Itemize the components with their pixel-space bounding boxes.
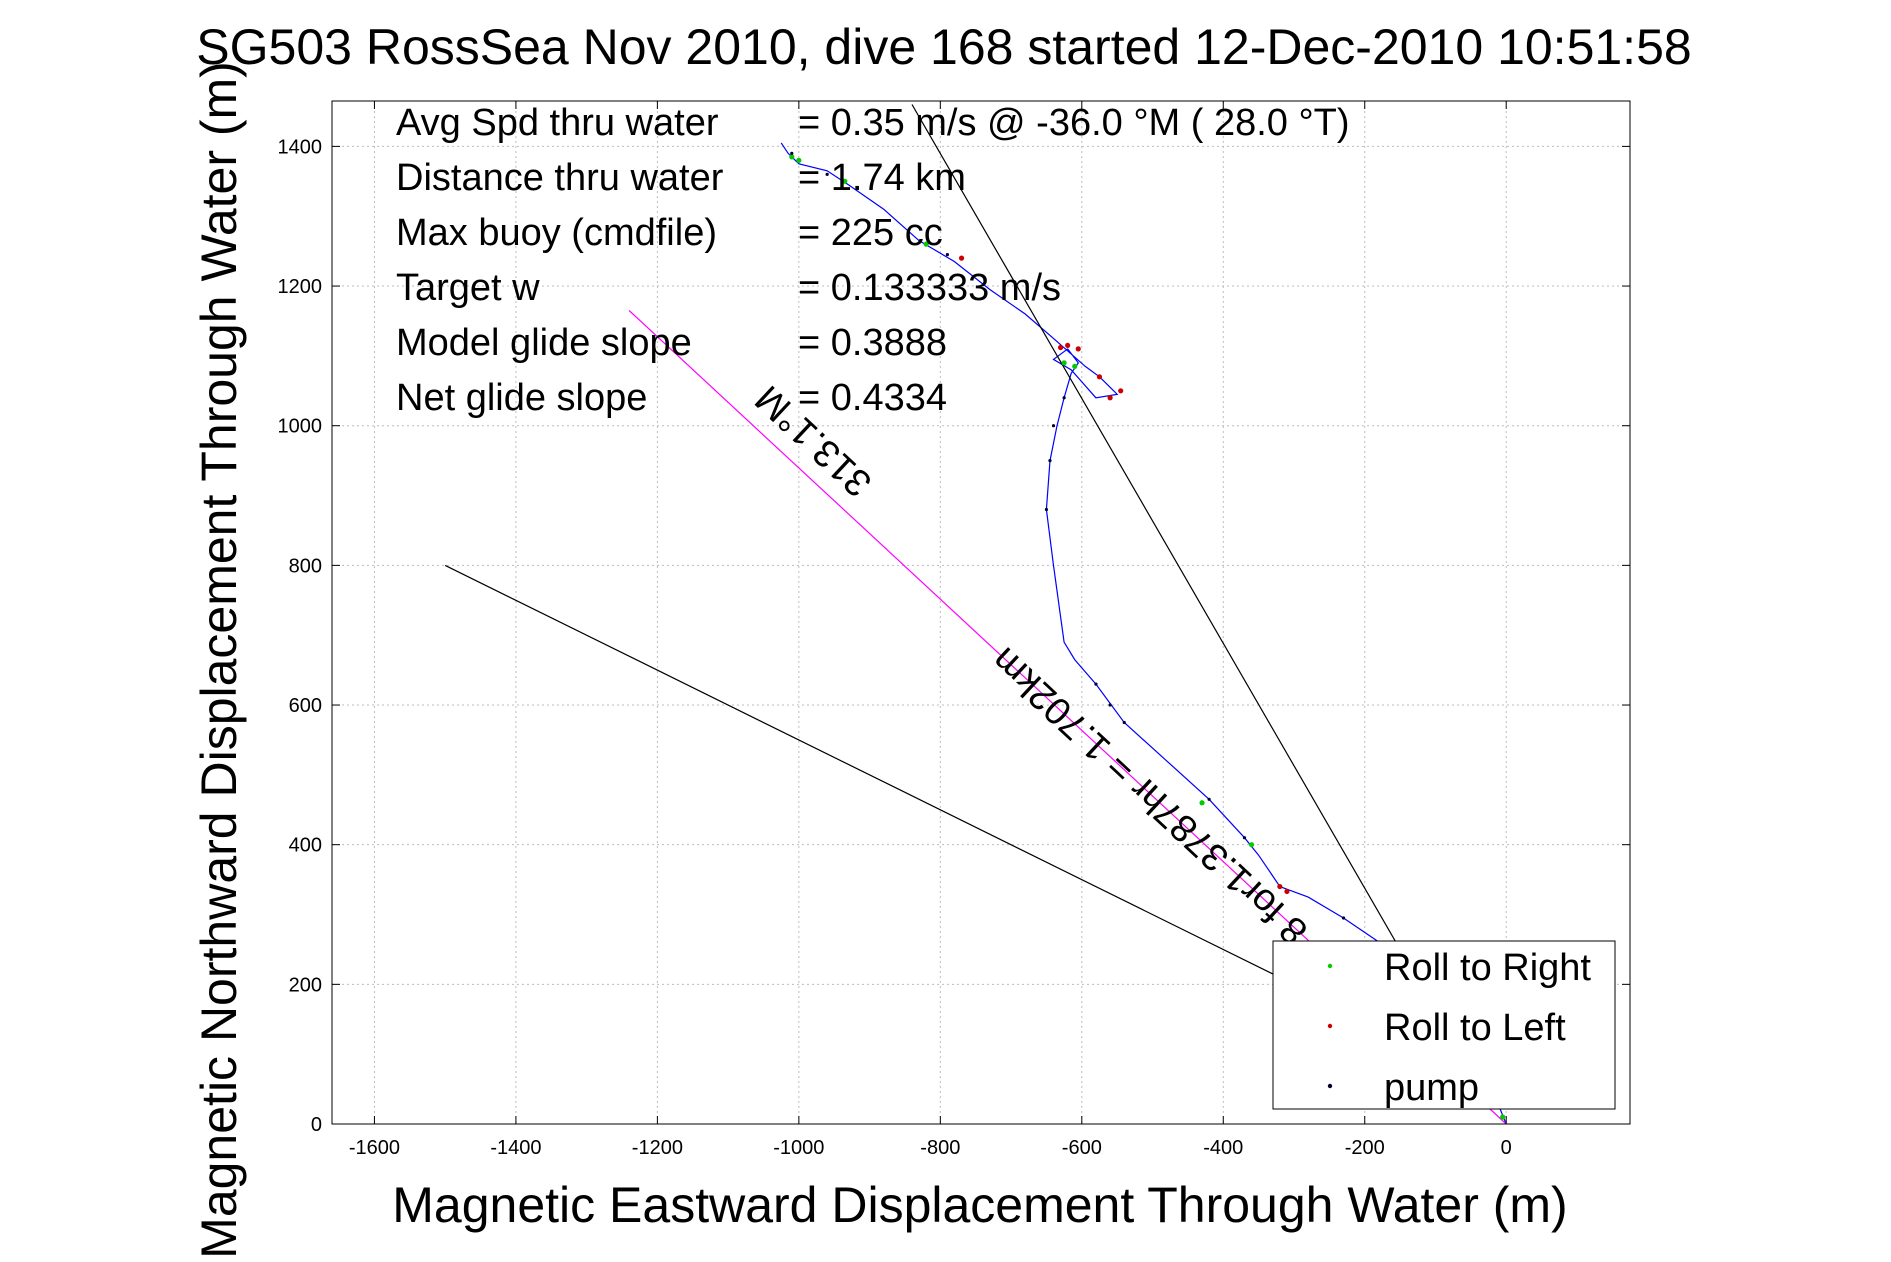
y-tick-label: 600: [289, 695, 322, 717]
x-tick-label: -600: [1062, 1137, 1102, 1159]
marker-roll-right: [1500, 1114, 1506, 1120]
legend: Roll to Right Roll to Left pump: [1272, 940, 1616, 1110]
marker-pump: [945, 253, 950, 257]
marker-roll-right: [1199, 800, 1205, 806]
marker-roll-left: [1057, 344, 1064, 351]
marker-pump: [1044, 507, 1049, 512]
x-tick-label: -1200: [632, 1137, 683, 1159]
markers: [789, 151, 1506, 1120]
marker-roll-right: [796, 157, 802, 163]
course-annotation: 8 for1.3787hr = 1.702km: [984, 639, 1316, 953]
stat-label: Avg Spd thru water: [396, 102, 719, 144]
y-tick-label: 1200: [278, 276, 323, 298]
marker-roll-right: [1248, 842, 1255, 848]
stat-value: = 0.4334: [798, 377, 947, 419]
y-tick-label: 1000: [278, 416, 323, 438]
marker-roll-left: [1075, 346, 1081, 352]
stat-label: Net glide slope: [396, 377, 647, 419]
stat-value: = 0.133333 m/s: [798, 267, 1061, 309]
legend-marker: [1327, 1023, 1333, 1029]
x-tick-label: -1000: [773, 1137, 824, 1159]
stat-value: = 225 cc: [798, 212, 943, 254]
stat-label: Model glide slope: [396, 322, 692, 364]
stat-value: = 0.3888: [798, 322, 947, 364]
y-tick-label: 1400: [278, 136, 323, 158]
marker-pump: [1242, 836, 1247, 840]
stat-value: = 1.74 km: [798, 157, 966, 199]
y-tick-label: 0: [311, 1114, 322, 1136]
marker-pump: [1048, 459, 1052, 463]
marker-roll-right: [923, 241, 929, 247]
marker-pump: [790, 151, 794, 155]
legend-label: pump: [1384, 1067, 1479, 1109]
marker-roll-right: [789, 154, 795, 160]
marker-pump: [1122, 720, 1126, 725]
stat-label: Max buoy (cmdfile): [396, 212, 717, 254]
marker-roll-right: [1072, 363, 1078, 369]
marker-roll-left: [1096, 374, 1103, 380]
marker-roll-right: [1061, 360, 1067, 366]
marker-pump: [1062, 396, 1066, 400]
marker-roll-right: [842, 178, 848, 184]
chart-title: SG503 RossSea Nov 2010, dive 168 started…: [196, 19, 1691, 75]
x-tick-label: -400: [1203, 1137, 1243, 1159]
stat-label: Distance thru water: [396, 157, 724, 199]
y-tick-label: 800: [289, 555, 322, 577]
y-axis-label: Magnetic Northward Displacement Through …: [191, 61, 247, 1259]
series-line-track: [780, 142, 1507, 1125]
marker-pump: [1341, 916, 1346, 920]
legend-marker: [1327, 1083, 1333, 1089]
series-line-wedge-edge-2: [444, 564, 1365, 1020]
x-tick-label: -1600: [349, 1137, 400, 1159]
stat-value: = 0.35 m/s @ -36.0 °M ( 28.0 °T): [798, 102, 1350, 144]
marker-roll-left: [1118, 388, 1124, 394]
marker-pump: [1207, 797, 1211, 801]
series-line-wedge-edge-1: [911, 104, 1401, 950]
x-tick-label: -800: [920, 1137, 960, 1159]
x-tick-label: -200: [1345, 1137, 1385, 1159]
x-ticks: -1600 -1400 -1200 -1000 -800 -600 -400 -200 0: [349, 101, 1512, 1159]
marker-roll-left: [1284, 888, 1290, 895]
x-axis-label: Magnetic Eastward Displacement Through W…: [392, 1177, 1567, 1233]
y-ticks: 0 200 400 600 800 1000 1200 1400: [278, 136, 1630, 1136]
marker-roll-left: [1107, 395, 1113, 401]
stats-block: Avg Spd thru water = 0.35 m/s @ -36.0 °M …: [396, 102, 1350, 419]
marker-pump: [1108, 703, 1112, 707]
marker-pump: [1051, 424, 1056, 428]
y-tick-label: 400: [289, 835, 322, 857]
legend-marker: [1327, 963, 1333, 969]
x-tick-label: -1400: [490, 1137, 541, 1159]
marker-roll-left: [958, 255, 965, 261]
marker-pump: [1094, 682, 1098, 686]
x-tick-label: 0: [1501, 1137, 1512, 1159]
legend-label: Roll to Right: [1384, 947, 1591, 989]
marker-pump: [825, 172, 829, 176]
marker-roll-left: [1277, 883, 1283, 890]
plot-frame: [331, 100, 1631, 1125]
legend-label: Roll to Left: [1384, 1007, 1566, 1049]
marker-roll-left: [1065, 342, 1071, 349]
y-tick-label: 200: [289, 974, 322, 996]
stat-label: Target w: [396, 267, 540, 309]
